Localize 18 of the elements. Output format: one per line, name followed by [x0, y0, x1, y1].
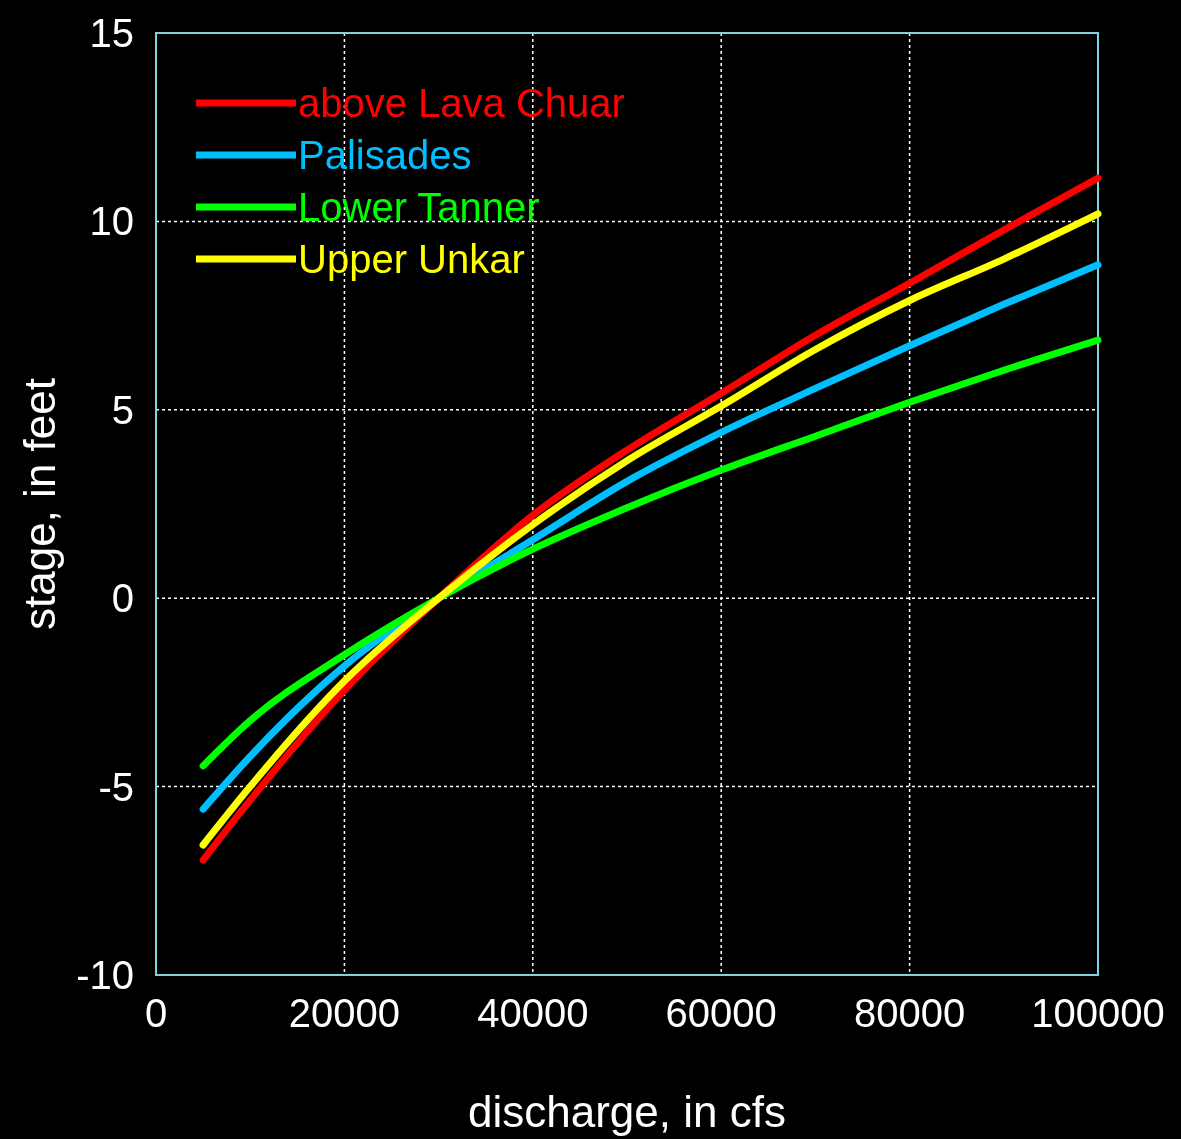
x-tick-label: 80000: [853, 991, 966, 1035]
x-axis-title: discharge, in cfs: [468, 1087, 786, 1136]
x-tick-label: 40000: [477, 991, 589, 1035]
legend-label: Lower Tanner: [298, 185, 540, 229]
y-axis-title: stage, in feet: [15, 378, 64, 630]
x-tick-label: 60000: [665, 991, 777, 1035]
x-tick-label: 0: [144, 991, 168, 1035]
legend-label: Palisades: [298, 133, 472, 177]
y-tick-label: 0: [111, 576, 134, 621]
y-tick-label: 10: [89, 199, 134, 244]
y-tick-label: 15: [89, 11, 134, 55]
y-tick-label: 5: [111, 387, 134, 432]
x-tick-label: 20000: [288, 991, 401, 1035]
y-tick-label: -10: [76, 953, 134, 997]
legend-label: above Lava Chuar: [298, 81, 625, 125]
x-tick-label: 100000: [1031, 991, 1165, 1035]
legend-label: Upper Unkar: [298, 237, 525, 281]
y-tick-label: -5: [98, 764, 134, 809]
